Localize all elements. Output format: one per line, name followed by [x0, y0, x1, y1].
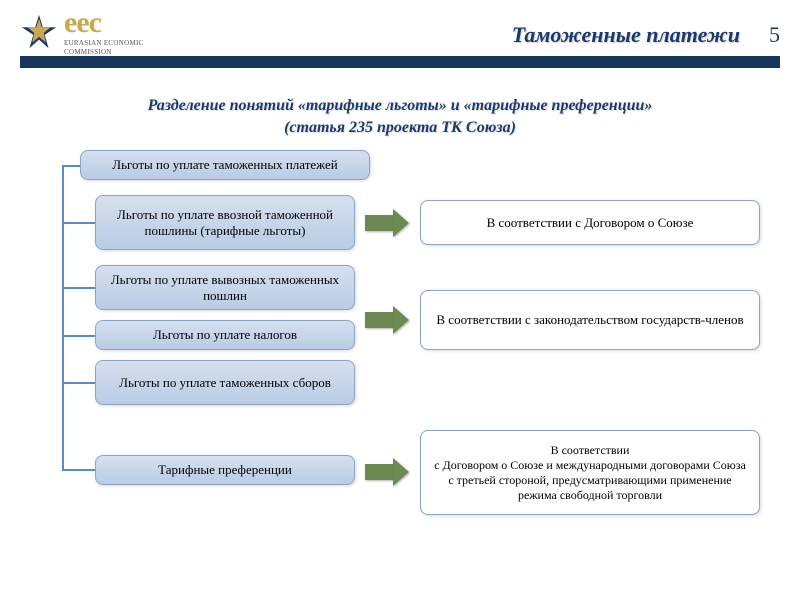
subtitle-line1: Разделение понятий «тарифные льготы» и «… — [148, 97, 653, 114]
arrow-3 — [365, 458, 409, 486]
logo-text-sub1: EURASIAN ECONOMIC — [64, 40, 144, 47]
box-left-5: Тарифные преференции — [95, 455, 355, 485]
header-bar — [20, 56, 780, 68]
box-right-3: В соответствии с Договором о Союзе и меж… — [420, 430, 760, 515]
logo: eec EURASIAN ECONOMIC COMMISSION — [20, 8, 144, 56]
logo-star-icon — [20, 13, 58, 51]
subtitle-line2: (статья 235 проекта ТК Союза) — [284, 119, 516, 136]
logo-text-main: eec — [64, 8, 144, 38]
connector-h2 — [62, 287, 96, 289]
connector-h5 — [62, 469, 96, 471]
arrow-2 — [365, 306, 409, 334]
connector-h3 — [62, 335, 96, 337]
page-title: Таможенные платежи — [512, 22, 740, 48]
box-left-4: Льготы по уплате таможенных сборов — [95, 360, 355, 405]
box-right-2: В соответствии с законодательством госуд… — [420, 290, 760, 350]
box-right-1: В соответствии с Договором о Союзе — [420, 200, 760, 245]
connector-h4 — [62, 382, 96, 384]
connector-h1 — [62, 222, 96, 224]
page-number: 5 — [769, 22, 780, 48]
logo-text-sub2: COMMISSION — [64, 49, 144, 56]
arrow-1 — [365, 209, 409, 237]
box-top: Льготы по уплате таможенных платежей — [80, 150, 370, 180]
connector-vertical — [62, 166, 64, 470]
subtitle: Разделение понятий «тарифные льготы» и «… — [0, 95, 800, 140]
connector-h-top — [62, 165, 82, 167]
box-left-2: Льготы по уплате вывозных таможенных пош… — [95, 265, 355, 310]
box-left-3: Льготы по уплате налогов — [95, 320, 355, 350]
box-left-1: Льготы по уплате ввозной таможенной пошл… — [95, 195, 355, 250]
